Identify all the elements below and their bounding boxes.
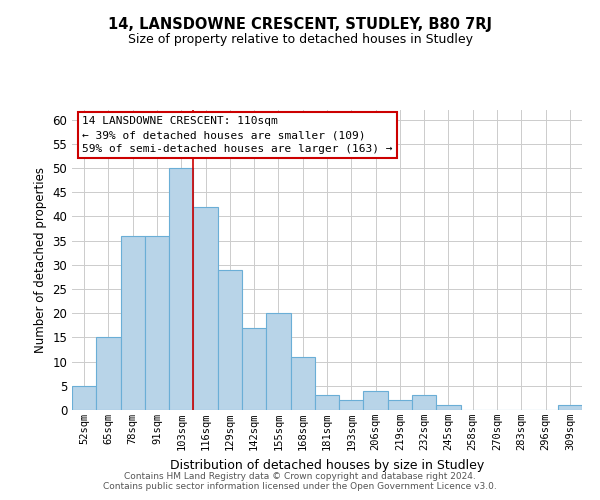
Bar [290, 357, 315, 410]
Bar [121, 236, 145, 410]
Bar [145, 236, 169, 410]
Bar [388, 400, 412, 410]
Bar [339, 400, 364, 410]
Bar [72, 386, 96, 410]
Bar [169, 168, 193, 410]
Bar [193, 207, 218, 410]
Bar [218, 270, 242, 410]
Bar [266, 313, 290, 410]
Text: Contains public sector information licensed under the Open Government Licence v3: Contains public sector information licen… [103, 482, 497, 491]
Bar [412, 396, 436, 410]
Text: Contains HM Land Registry data © Crown copyright and database right 2024.: Contains HM Land Registry data © Crown c… [124, 472, 476, 481]
Bar [242, 328, 266, 410]
Text: 14 LANSDOWNE CRESCENT: 110sqm
← 39% of detached houses are smaller (109)
59% of : 14 LANSDOWNE CRESCENT: 110sqm ← 39% of d… [82, 116, 392, 154]
Bar [364, 390, 388, 410]
Bar [558, 405, 582, 410]
Bar [96, 338, 121, 410]
Text: 14, LANSDOWNE CRESCENT, STUDLEY, B80 7RJ: 14, LANSDOWNE CRESCENT, STUDLEY, B80 7RJ [108, 18, 492, 32]
X-axis label: Distribution of detached houses by size in Studley: Distribution of detached houses by size … [170, 458, 484, 471]
Bar [436, 405, 461, 410]
Bar [315, 396, 339, 410]
Text: Size of property relative to detached houses in Studley: Size of property relative to detached ho… [128, 32, 473, 46]
Y-axis label: Number of detached properties: Number of detached properties [34, 167, 47, 353]
